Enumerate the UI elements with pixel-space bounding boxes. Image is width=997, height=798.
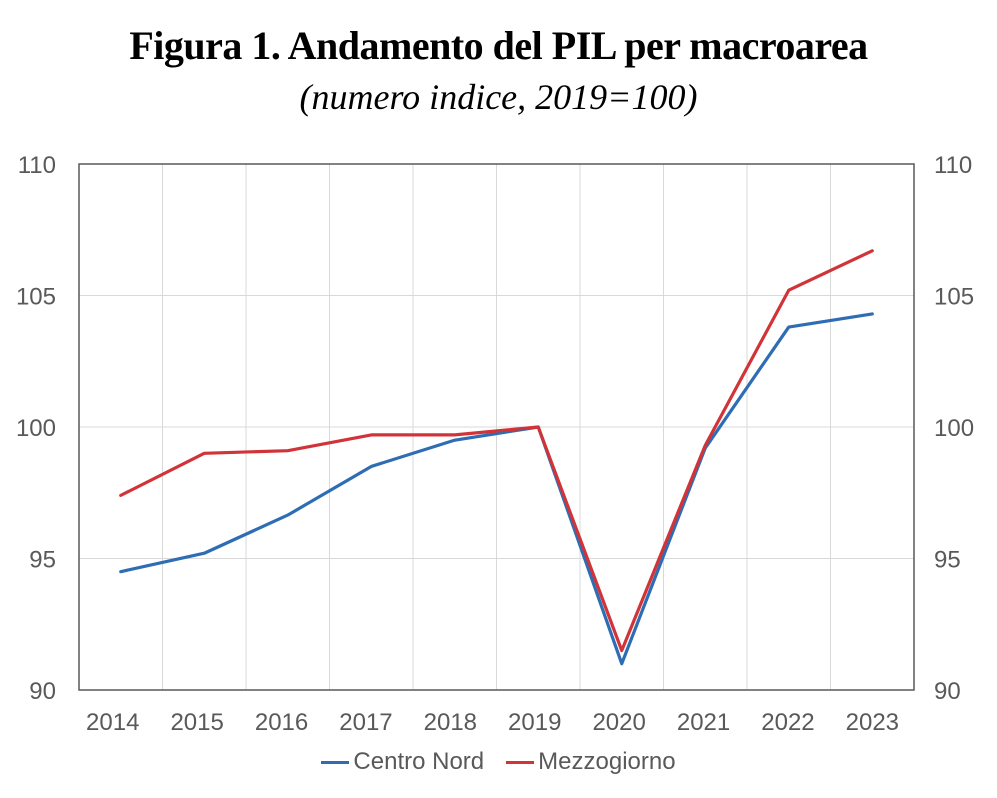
y-tick-right-label: 90 <box>934 678 961 705</box>
x-tick-label-2017: 2017 <box>339 709 392 736</box>
y-tick-right-label: 105 <box>934 284 974 311</box>
x-tick-label-2022: 2022 <box>761 709 814 736</box>
legend-label-mezzogiorno: Mezzogiorno <box>538 748 676 775</box>
legend-swatch-centro-nord <box>321 760 350 764</box>
y-axis-left-ticks: 90 95 100 105 110 <box>16 152 56 705</box>
chart-title: Figura 1. Andamento del PIL per macroare… <box>129 23 868 68</box>
gridlines <box>79 164 914 690</box>
series-line-mezzogiorno <box>119 249 874 653</box>
legend-item-centro-nord: Centro Nord <box>321 748 484 776</box>
legend-swatch-mezzogiorno <box>506 760 535 764</box>
x-tick-label-2015: 2015 <box>170 709 223 736</box>
chart-subtitle: (numero indice, 2019=100) <box>299 77 698 117</box>
y-tick-left-label: 105 <box>16 284 56 311</box>
x-tick-label-2021: 2021 <box>677 709 730 736</box>
plot-area-frame <box>78 163 915 691</box>
y-tick-right-label: 100 <box>934 415 974 442</box>
x-tick-label-2023: 2023 <box>846 709 899 736</box>
legend-item-mezzogiorno: Mezzogiorno <box>506 748 676 776</box>
y-tick-right-label: 110 <box>934 152 972 179</box>
legend-label-centro-nord: Centro Nord <box>353 748 485 775</box>
x-tick-label-2016: 2016 <box>255 709 308 736</box>
x-tick-label-2014: 2014 <box>86 709 139 736</box>
x-tick-label-2020: 2020 <box>592 709 645 736</box>
y-tick-left-label: 90 <box>29 678 56 705</box>
y-tick-left-label: 95 <box>29 547 56 574</box>
x-tick-label-2018: 2018 <box>424 709 477 736</box>
y-tick-left-label: 100 <box>16 415 56 442</box>
x-tick-label-2019: 2019 <box>508 709 561 736</box>
series-line-centro-nord <box>119 312 874 666</box>
legend: Centro Nord Mezzogiorno <box>0 748 997 776</box>
y-tick-left-label: 110 <box>18 152 56 179</box>
y-tick-right-label: 95 <box>934 547 961 574</box>
x-axis-ticks: 2014 2015 2016 2017 2018 2019 2020 2021 2022 2023 <box>86 709 899 736</box>
series-lines <box>119 249 874 666</box>
y-axis-right-ticks: 90 95 100 105 110 <box>934 152 974 705</box>
